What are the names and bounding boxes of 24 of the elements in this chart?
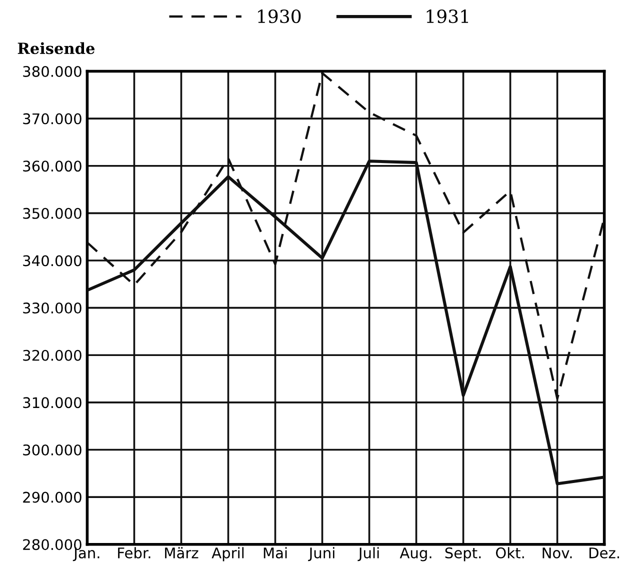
y-tick-label: 330.000	[23, 302, 82, 314]
y-tick-label: 360.000	[23, 160, 82, 172]
x-tick-label: April	[212, 547, 244, 562]
y-tick-label: 320.000	[23, 350, 82, 361]
legend-label: 1930	[258, 9, 301, 24]
x-tick-label: März	[165, 547, 198, 558]
legend-label: 1931	[426, 9, 468, 24]
y-tick-label: 310.000	[23, 397, 82, 408]
x-tick-label: Juni	[308, 547, 334, 562]
x-tick-label: Febr.	[118, 547, 150, 558]
x-tick-label: Nov.	[542, 548, 572, 558]
x-tick-label: Dez.	[589, 548, 619, 558]
x-tick-label: Aug.	[400, 548, 432, 562]
y-tick-label: 350.000	[23, 208, 82, 219]
y-tick-label: 290.000	[23, 492, 82, 503]
y-tick-label: 380.000	[23, 66, 82, 77]
y-tick-label: 300.000	[23, 444, 82, 456]
x-tick-label: Sept.	[445, 547, 481, 562]
x-tick-label: Mai	[264, 547, 287, 558]
x-tick-label: Okt.	[496, 547, 524, 558]
y-tick-label: 340.000	[23, 255, 82, 266]
y-tick-label: 370.000	[23, 113, 82, 124]
y-axis-title: Reisende	[18, 42, 95, 54]
x-tick-label: Juli	[358, 547, 379, 562]
